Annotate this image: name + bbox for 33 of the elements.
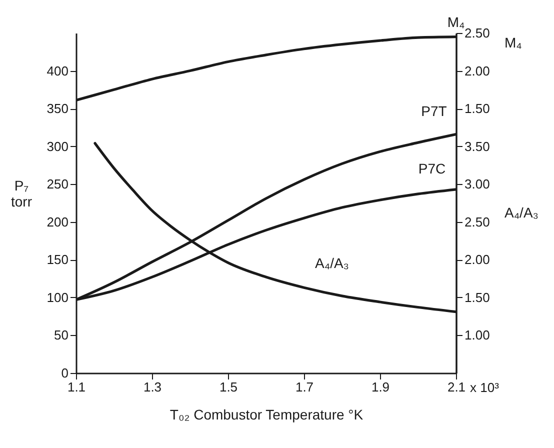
- y3-tick-label: 2.00: [464, 252, 490, 268]
- x-tick-label: 1.5: [219, 380, 238, 394]
- y-tick-label: 250: [46, 176, 68, 192]
- series-label: M₄: [447, 14, 465, 30]
- y3-tick-label: 1.50: [464, 290, 490, 305]
- y2-tick-label: 2.00: [464, 63, 490, 78]
- y-tick-label: 200: [46, 214, 68, 230]
- y-axis-title: P₇ torr: [11, 178, 32, 210]
- x-tick-label: 1.1: [67, 380, 86, 394]
- series-label: A₄/A₃: [315, 254, 349, 271]
- y3-tick-label: 3.50: [464, 138, 490, 154]
- y3-tick-label: 1.00: [464, 328, 490, 343]
- text: x 10³: [470, 380, 500, 395]
- x-axis-title: T₀₂ Combustor Temperature °K: [170, 406, 364, 422]
- y2-tick-label: 2.50: [464, 26, 490, 40]
- y-tick-label: 0: [61, 366, 68, 380]
- y2-axis-title: M₄: [504, 34, 522, 50]
- y3-tick-label: 2.50: [464, 214, 490, 230]
- series-label: P7C: [418, 160, 446, 176]
- x-tick-label: 1.3: [143, 380, 162, 394]
- x-tick-label: 1.7: [295, 380, 314, 394]
- x-tick-label: 2.1: [447, 380, 466, 394]
- y2-tick-label: 1.50: [464, 101, 490, 116]
- y3-axis-title: A₄/A₃: [504, 204, 538, 221]
- y-tick-label: 350: [46, 101, 68, 116]
- y-tick-label: 50: [54, 328, 68, 343]
- y-tick-label: 400: [46, 63, 68, 78]
- x-tick-label: 1.9: [371, 380, 390, 394]
- series-label: P7T: [421, 103, 448, 120]
- y-tick-label: 100: [46, 290, 68, 305]
- y3-tick-label: 3.00: [464, 176, 490, 192]
- y-tick-label: 150: [46, 252, 68, 268]
- y-tick-label: 300: [46, 138, 68, 154]
